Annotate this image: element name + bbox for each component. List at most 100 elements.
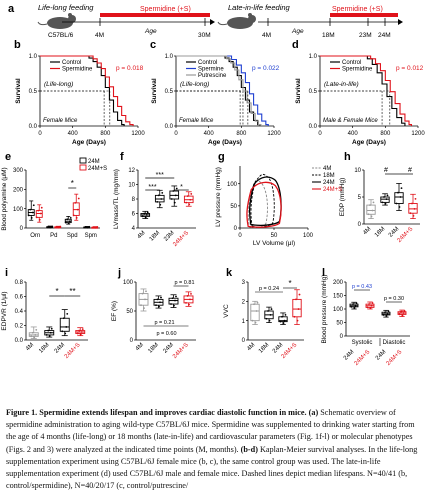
survival-curve-spermidine: [320, 55, 413, 126]
data-point: [32, 204, 35, 207]
y-tick-label: 3: [242, 280, 246, 286]
y-axis-label: Survival: [295, 78, 302, 103]
y-axis-label: Blood polyamine (μM): [1, 167, 8, 230]
significance-hash: #: [408, 167, 412, 174]
data-point: [155, 304, 157, 307]
data-point: [75, 216, 78, 219]
box: [250, 303, 260, 322]
panel-c-letter: c: [150, 39, 156, 51]
data-point: [293, 315, 296, 318]
schematic-right-tick-18m: 18M: [322, 32, 335, 39]
data-point: [398, 206, 401, 208]
pv-loop-4m: [247, 179, 268, 229]
legend-label: Control: [62, 60, 81, 66]
legend-label: 24M: [323, 180, 335, 186]
data-point: [185, 201, 188, 204]
legend-label: 18M: [323, 173, 335, 179]
y-tick-label: 10: [128, 183, 135, 189]
box: [380, 196, 390, 203]
data-point: [281, 315, 283, 318]
panel-j-letter: j: [117, 267, 121, 279]
data-point: [282, 322, 285, 324]
y-tick-label: 100: [333, 307, 344, 313]
data-point: [253, 303, 255, 306]
x-tick-label: 800: [380, 131, 391, 137]
data-point: [413, 207, 416, 210]
y-tick-label: 2: [242, 300, 246, 306]
data-point: [172, 190, 175, 192]
y-tick-label: 200: [333, 280, 344, 286]
data-point: [67, 222, 70, 225]
category-label: 24M: [343, 349, 355, 361]
panel-k-letter: k: [226, 267, 233, 279]
panel-a-letter: a: [8, 3, 15, 15]
data-point: [371, 302, 374, 304]
data-point: [49, 226, 52, 229]
data-point: [31, 331, 34, 334]
x-axis-label: Age (Days): [72, 139, 106, 146]
significance-star: ***: [148, 184, 156, 191]
mouse-icon-right: [217, 13, 256, 29]
schematic-right-start: 4M: [262, 32, 271, 39]
y-axis-label: EDPVR (1/μl): [1, 291, 8, 330]
data-point: [46, 226, 49, 229]
y-tick-label: 6: [132, 212, 136, 218]
caption-part-bd-label: (b-d): [240, 444, 258, 454]
data-point: [369, 307, 372, 310]
significance-star: *: [180, 184, 183, 191]
data-point: [174, 194, 177, 197]
data-point: [409, 212, 412, 215]
panel-e-letter: e: [5, 151, 11, 163]
panel-i-letter: i: [5, 267, 8, 279]
category-label: 24M+S: [172, 342, 190, 360]
data-point: [254, 321, 257, 324]
y-tick-label: 0.0: [309, 124, 318, 130]
data-point: [83, 226, 86, 229]
data-point: [371, 209, 374, 212]
panel-i: i 0.0 0.2 0.4 0.6 0.8 EDPVR (1/μl) 4M 18M 24M24M+…: [1, 267, 88, 360]
data-point: [395, 202, 398, 205]
data-point: [38, 218, 41, 221]
data-point: [40, 206, 43, 209]
data-point: [412, 215, 415, 217]
y-axis-label: Survival: [151, 78, 158, 103]
data-point: [81, 328, 84, 331]
data-point: [39, 212, 42, 215]
data-point: [51, 225, 54, 228]
data-point: [352, 303, 354, 306]
survival-curve-control: [40, 55, 125, 126]
data-point: [69, 216, 72, 219]
caption-part-a: Schematic overview of spermidine adminis…: [6, 408, 415, 454]
significance-hash: #: [384, 167, 388, 174]
panel-l-letter: l: [322, 267, 325, 279]
data-point: [297, 308, 300, 310]
data-point: [402, 312, 405, 314]
data-point: [350, 305, 353, 308]
x-axis-label: Age (Days): [208, 139, 242, 146]
data-point: [57, 226, 60, 229]
data-point: [400, 310, 402, 313]
data-point: [175, 187, 178, 190]
legend-label: 24M+S: [88, 166, 107, 172]
data-point: [354, 304, 357, 307]
category-label: 4M: [137, 230, 147, 240]
legend-label: Control: [342, 60, 361, 66]
data-point: [31, 211, 34, 214]
panel-f-letter: f: [120, 151, 124, 163]
data-point: [48, 335, 51, 337]
data-point: [186, 295, 189, 297]
y-tick-label: 0.8: [15, 280, 24, 286]
legend-swatch: [79, 164, 87, 171]
schematic-left-title: Life-long feeding: [38, 3, 94, 12]
y-tick-label: 4: [132, 226, 136, 232]
category-label: 18M: [258, 342, 270, 354]
data-point: [78, 329, 81, 332]
data-point: [159, 301, 161, 304]
panel-b-letter: b: [14, 39, 21, 51]
data-point: [33, 336, 36, 339]
data-point: [400, 187, 403, 189]
